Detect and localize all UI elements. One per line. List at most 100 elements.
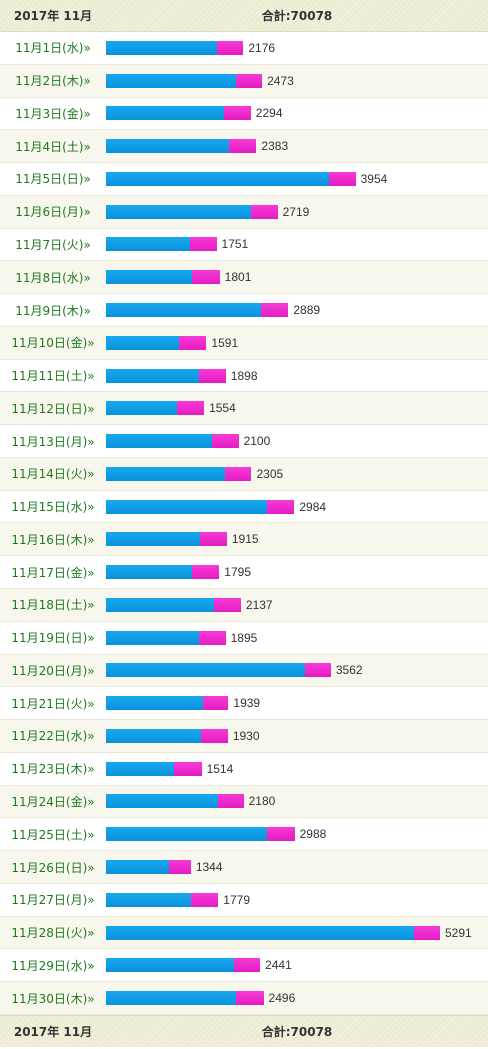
date-link[interactable]: 11月13日(月)» <box>11 434 95 449</box>
bar-value-label: 1344 <box>195 860 223 875</box>
bar-value-label: 2176 <box>248 40 276 55</box>
bar-value-label: 2383 <box>261 139 289 154</box>
date-link[interactable]: 11月11日(土)» <box>11 369 95 384</box>
date-link[interactable]: 11月28日(火)» <box>11 926 95 941</box>
bar-segment-pink <box>200 728 228 743</box>
bar-segment-pink <box>192 270 220 285</box>
date-link[interactable]: 11月23日(木)» <box>11 762 95 777</box>
table-row: 11月26日(日)» 1344 <box>0 851 488 884</box>
bar-value-label: 2889 <box>293 303 321 317</box>
bar-value-label: 2984 <box>299 499 327 514</box>
date-link[interactable]: 11月21日(火)» <box>11 696 95 711</box>
date-link[interactable]: 11月7日(火)» <box>15 237 91 252</box>
stacked-bar <box>106 303 289 317</box>
date-link[interactable]: 11月17日(金)» <box>11 565 95 580</box>
bar-segment-pink <box>261 303 289 317</box>
bar-value-label: 3954 <box>360 171 388 186</box>
bar-value-label: 3562 <box>335 663 363 678</box>
stacked-bar <box>106 171 356 186</box>
date-link[interactable]: 11月4日(土)» <box>15 139 91 154</box>
bar-value-label: 2988 <box>299 827 327 842</box>
date-link[interactable]: 11月29日(水)» <box>11 958 95 973</box>
date-link[interactable]: 11月15日(水)» <box>11 500 95 515</box>
bar-area: 1915 <box>106 523 488 555</box>
stacked-bar <box>106 892 219 907</box>
bar-value-label: 2305 <box>256 466 284 481</box>
stacked-bar <box>106 630 226 645</box>
bar-segment-pink <box>224 466 252 481</box>
date-link[interactable]: 11月12日(日)» <box>11 401 95 416</box>
bar-segment-blue <box>106 106 224 121</box>
bar-segment-blue <box>106 630 199 645</box>
date-link[interactable]: 11月18日(土)» <box>11 598 95 613</box>
bar-value-label: 5291 <box>444 925 472 940</box>
bar-area: 2305 <box>106 458 488 490</box>
table-row: 11月10日(金)» 1591 <box>0 326 488 360</box>
date-link[interactable]: 11月19日(日)» <box>11 631 95 646</box>
table-row: 11月29日(水)» 2441 <box>0 949 488 983</box>
date-link[interactable]: 11月6日(月)» <box>15 205 91 220</box>
stacked-bar <box>106 532 227 547</box>
bar-segment-blue <box>106 565 193 580</box>
table-row: 11月17日(金)» 1795 <box>0 556 488 590</box>
bar-segment-blue <box>106 335 180 350</box>
date-link[interactable]: 11月20日(月)» <box>11 663 95 678</box>
date-link[interactable]: 11月3日(金)» <box>15 106 91 121</box>
bar-area: 2137 <box>106 589 488 621</box>
date-link[interactable]: 11月9日(木)» <box>15 303 91 318</box>
date-link[interactable]: 11月1日(水)» <box>15 41 91 56</box>
stacked-bar <box>106 991 264 1006</box>
bar-area: 3954 <box>106 163 488 195</box>
bar-value-label: 2294 <box>255 106 283 121</box>
bar-segment-pink <box>304 663 331 678</box>
bar-area: 2719 <box>106 196 488 228</box>
stacked-bar <box>106 368 226 383</box>
chart-rows: 11月1日(水)» 2176 11月2日(木)» 2473 11月3日(金)» 2294 1… <box>0 32 488 1015</box>
bar-area: 1779 <box>106 884 488 916</box>
date-link[interactable]: 11月14日(火)» <box>11 467 95 482</box>
date-link[interactable]: 11月22日(水)» <box>11 729 95 744</box>
date-link[interactable]: 11月24日(金)» <box>11 794 95 809</box>
table-row: 11月8日(水)» 1801 <box>0 261 488 295</box>
date-link[interactable]: 11月27日(月)» <box>11 893 95 908</box>
stacked-bar <box>106 958 261 973</box>
bar-value-label: 1554 <box>209 401 236 416</box>
date-link[interactable]: 11月25日(土)» <box>11 827 95 842</box>
date-link[interactable]: 11月26日(日)» <box>11 860 95 875</box>
table-row: 11月25日(土)» 2988 <box>0 818 488 852</box>
date-link[interactable]: 11月16日(木)» <box>11 532 95 547</box>
date-link[interactable]: 11月5日(日)» <box>15 172 91 187</box>
bar-area: 2100 <box>106 425 488 457</box>
bar-area: 1554 <box>106 392 488 424</box>
table-row: 11月9日(木)» 2889 <box>0 294 488 327</box>
bar-area: 1939 <box>106 687 488 719</box>
bar-area: 1344 <box>106 851 488 883</box>
table-row: 11月18日(土)» 2137 <box>0 589 488 622</box>
bar-segment-pink <box>192 565 220 580</box>
bar-value-label: 1779 <box>223 892 250 907</box>
bar-value-label: 2496 <box>268 991 296 1006</box>
bar-segment-pink <box>216 40 244 55</box>
bar-segment-blue <box>106 204 251 219</box>
date-link[interactable]: 11月2日(木)» <box>15 74 91 89</box>
bar-value-label: 2180 <box>248 794 276 809</box>
bar-segment-blue <box>106 303 262 317</box>
bar-value-label: 2719 <box>282 204 310 219</box>
bar-segment-pink <box>267 499 295 514</box>
bar-area: 2383 <box>106 130 488 162</box>
date-link[interactable]: 11月10日(金)» <box>11 336 95 351</box>
bar-area: 1895 <box>106 622 488 654</box>
date-link[interactable]: 11月30日(木)» <box>11 991 95 1006</box>
bar-area: 5291 <box>106 917 488 949</box>
date-link[interactable]: 11月8日(水)» <box>15 270 91 285</box>
bar-value-label: 2100 <box>243 434 271 449</box>
bar-segment-pink <box>223 106 251 121</box>
bar-segment-pink <box>250 204 278 219</box>
bar-segment-pink <box>174 761 202 776</box>
bar-area: 2496 <box>106 982 488 1014</box>
bar-segment-pink <box>413 925 440 940</box>
bar-value-label: 1939 <box>233 696 261 711</box>
bar-area: 2988 <box>106 818 488 850</box>
table-row: 11月20日(月)» 3562 <box>0 654 488 688</box>
